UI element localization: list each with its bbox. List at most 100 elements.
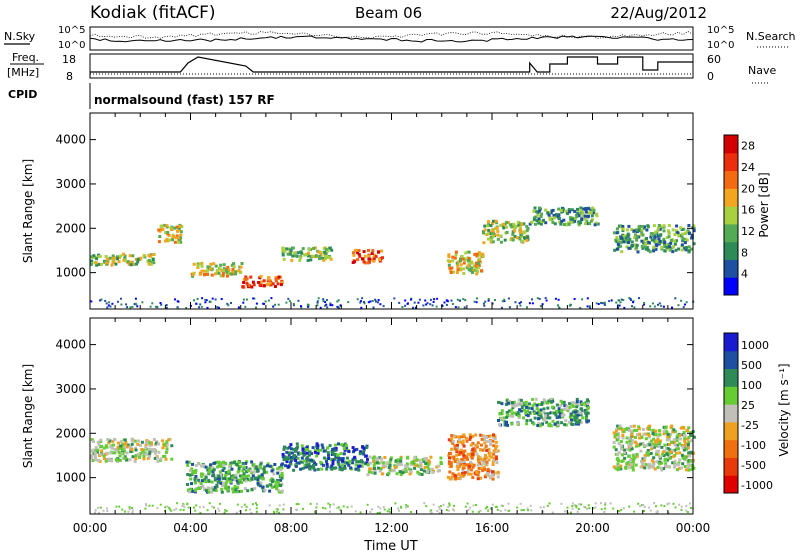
echo-cell xyxy=(619,440,623,444)
echo-cell xyxy=(645,228,649,232)
echo-cell xyxy=(621,225,625,228)
noise-cell xyxy=(200,305,203,308)
echo-cell xyxy=(282,458,286,461)
echo-cell xyxy=(547,399,551,403)
echo-cell xyxy=(174,236,178,240)
echo-cell xyxy=(425,461,429,465)
echo-cell xyxy=(380,457,383,461)
echo-cell xyxy=(305,451,309,455)
echo-cell xyxy=(476,473,480,477)
echo-cell xyxy=(563,423,567,427)
echo-cell xyxy=(463,460,467,463)
echo-cell xyxy=(539,415,543,419)
echo-cell xyxy=(644,242,648,246)
noise-cell xyxy=(164,506,167,509)
noise-cell xyxy=(514,301,517,304)
noise-cell xyxy=(574,504,576,507)
echo-cell xyxy=(675,229,679,233)
noise-cell xyxy=(309,502,312,505)
echo-cell xyxy=(340,464,344,468)
echo-cell xyxy=(180,225,184,229)
echo-cell xyxy=(544,412,548,416)
echo-cell xyxy=(468,433,472,437)
noise-cell xyxy=(316,304,319,307)
echo-cell xyxy=(570,208,574,212)
echo-cell xyxy=(294,449,297,453)
echo-cell xyxy=(642,432,646,436)
echo-cell xyxy=(231,267,235,271)
echo-cell xyxy=(483,438,486,441)
echo-cell xyxy=(376,457,380,461)
ytick-label: 1000 xyxy=(55,471,86,485)
power-colorbar-tick: 12 xyxy=(741,225,755,238)
echo-cell xyxy=(662,425,666,429)
echo-cell xyxy=(581,214,585,218)
echo-cell xyxy=(447,255,451,259)
echo-cell xyxy=(520,239,524,243)
echo-cell xyxy=(121,442,125,446)
noise-cell xyxy=(100,298,103,301)
echo-cell xyxy=(496,471,500,475)
echo-cell xyxy=(689,459,692,463)
echo-cell xyxy=(378,469,382,473)
noise-cell xyxy=(413,301,416,304)
echo-cell xyxy=(193,471,197,475)
echo-cell xyxy=(222,481,225,485)
echo-cell xyxy=(94,261,98,265)
echo-cell xyxy=(115,449,118,453)
echo-cell xyxy=(491,463,495,466)
echo-cell xyxy=(299,467,303,471)
echo-cell xyxy=(372,259,376,263)
echo-cell xyxy=(628,439,632,443)
echo-cell xyxy=(358,464,362,468)
noise-cell xyxy=(315,502,318,505)
echo-cell xyxy=(581,402,585,406)
echo-cell xyxy=(451,472,455,476)
echo-cell xyxy=(238,474,242,478)
noise-cell xyxy=(254,502,257,505)
noise-cell xyxy=(181,504,184,507)
echo-cell xyxy=(233,461,236,464)
echo-cell xyxy=(664,464,667,468)
noise-cell xyxy=(571,502,574,505)
noise-cell xyxy=(371,508,373,511)
echo-cell xyxy=(324,247,328,251)
noise-cell xyxy=(520,301,523,304)
echo-cell xyxy=(548,218,552,222)
echo-cell xyxy=(668,442,671,446)
freq-label-line2: [MHz] xyxy=(7,66,39,79)
echo-cell xyxy=(616,452,620,456)
noise-cell xyxy=(127,510,130,513)
echo-cell xyxy=(525,422,529,426)
echo-cell xyxy=(321,463,325,467)
noise-cell xyxy=(342,505,345,508)
echo-cell xyxy=(627,437,631,441)
echo-cell xyxy=(284,464,287,468)
echo-cell xyxy=(446,475,450,479)
echo-cell xyxy=(494,457,498,461)
echo-cell xyxy=(266,462,270,466)
colorbar-swatch xyxy=(724,170,738,189)
echo-cell xyxy=(429,455,433,459)
echo-cell xyxy=(118,454,122,458)
echo-cell xyxy=(215,268,219,272)
echo-cell xyxy=(114,262,118,266)
echo-cell xyxy=(682,430,686,434)
noise-cell xyxy=(575,504,578,507)
noise-cell xyxy=(586,297,589,300)
echo-cell xyxy=(567,208,571,212)
echo-cell xyxy=(165,447,169,451)
echo-cell xyxy=(386,461,390,465)
echo-cell xyxy=(128,458,132,462)
echo-cell xyxy=(535,403,539,407)
echo-cell xyxy=(518,225,522,229)
echo-cell xyxy=(330,248,334,252)
echo-cell xyxy=(651,460,655,464)
echo-cell xyxy=(249,275,253,279)
echo-cell xyxy=(586,411,590,415)
echo-cell xyxy=(110,446,114,450)
echo-cell xyxy=(347,463,351,467)
echo-cell xyxy=(341,443,345,447)
power-colorbar-tick: 16 xyxy=(741,204,755,217)
